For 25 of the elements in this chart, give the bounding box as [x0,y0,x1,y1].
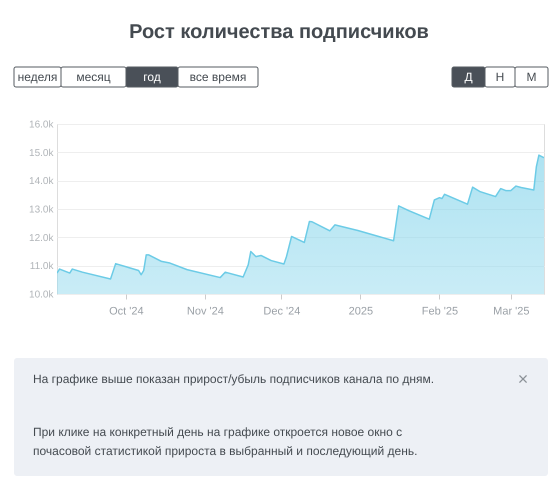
y-tick-label: 13.0k [29,204,54,216]
y-tick-label: 10.0k [29,290,54,300]
y-tick-label: 15.0k [29,148,54,159]
text: Н [496,70,504,84]
text: все время [190,70,246,84]
x-tick-label: Dec '24 [263,306,300,318]
text: Д [464,70,473,84]
x-tick-label: Oct '24 [109,306,144,318]
x-tick-label: Nov '24 [186,306,224,318]
text: почасовой статистикой прироста в выбранный и последующий день. [33,444,418,458]
text: × [518,369,528,389]
y-tick-label: 11.0k [30,261,54,272]
x-tick-label: Mar '25 [493,306,530,318]
text: На графике выше показан прирост/убыль подписчиков канала по дням. [33,372,434,386]
x-tick-label: Feb '25 [422,306,458,318]
y-tick-label: 14.0k [29,176,54,188]
y-tick-label: 16.0k [29,120,54,130]
text: год [143,70,161,84]
text: При клике на конкретный день на графике откроется новое окно с [33,425,402,439]
text: месяц [76,70,111,84]
x-tick-label: 2025 [348,306,374,318]
text: М [526,70,536,84]
chart-title: Рост количества подписчиков [129,21,429,43]
text: неделя [18,70,58,84]
y-tick-label: 12.0k [29,232,54,244]
